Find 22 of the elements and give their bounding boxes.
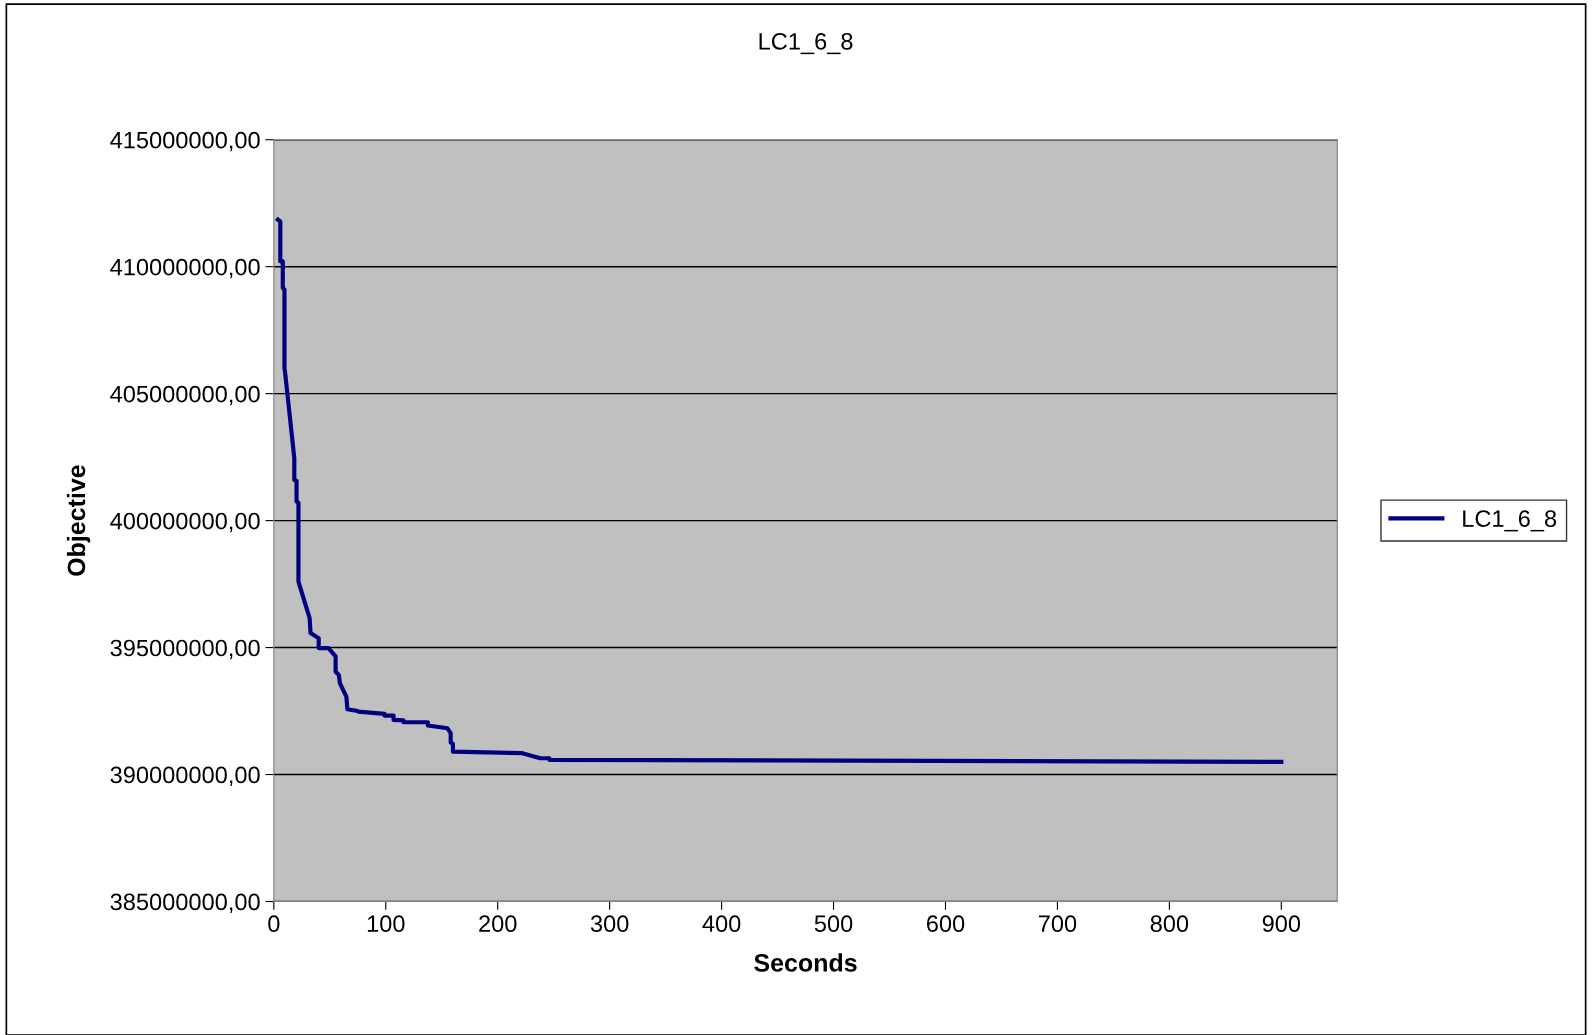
y-tick-label: 405000000,00: [110, 385, 260, 406]
y-tick-label: 385000000,00: [110, 893, 260, 914]
line-series: [275, 217, 1284, 764]
y-tick-label: 400000000,00: [110, 512, 260, 533]
chart-title: LC1_6_8: [759, 32, 853, 55]
y-tick-label: 395000000,00: [110, 639, 260, 660]
y-tick-label: 415000000,00: [110, 131, 260, 152]
x-tick-label: 100: [367, 915, 405, 933]
x-tick-label: 400: [702, 915, 741, 933]
y-tick-label: 410000000,00: [110, 258, 260, 279]
x-tick-label: 700: [1038, 915, 1077, 933]
x-tick-label: 0: [268, 915, 280, 933]
legend-label: LC1_6_8: [1463, 510, 1557, 532]
x-tick-label: 200: [479, 915, 517, 933]
x-axis-title: Seconds: [754, 953, 857, 972]
y-axis-title: Objective: [66, 465, 91, 576]
x-tick-label: 800: [1150, 915, 1189, 933]
y-tick-label: 390000000,00: [110, 766, 260, 787]
x-tick-label: 500: [814, 915, 853, 933]
x-tick-label: 900: [1262, 915, 1301, 933]
x-tick-label: 600: [926, 915, 965, 933]
x-tick-label: 300: [590, 915, 629, 933]
